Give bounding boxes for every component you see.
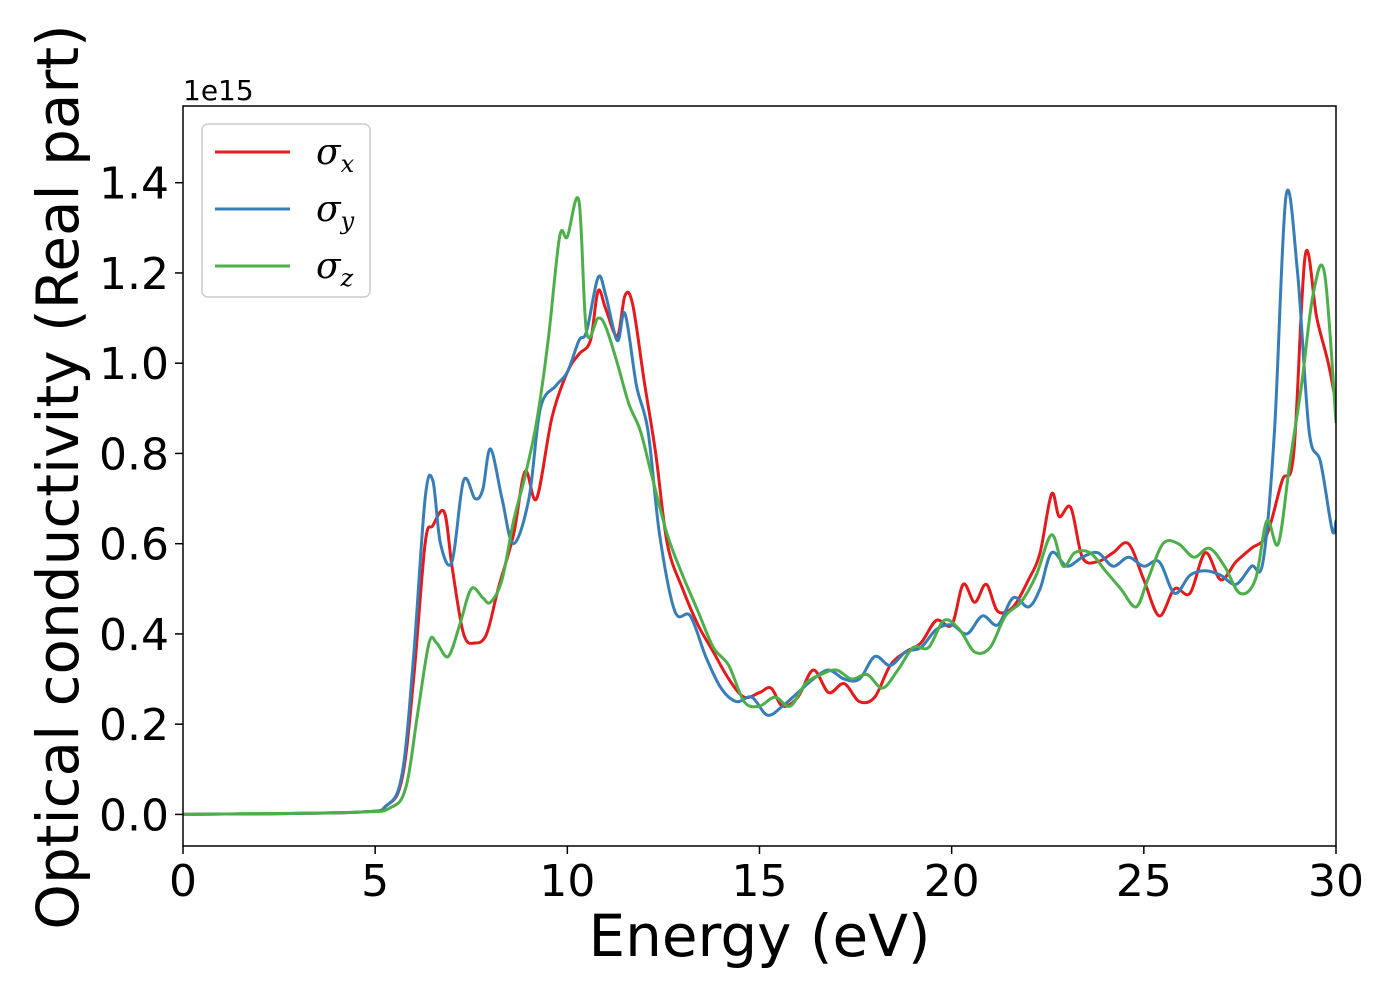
y-axis-label: Optical conductivity (Real part): [24, 24, 92, 929]
x-tick-label: 15: [732, 856, 788, 907]
y-tick-label: 0.2: [99, 700, 169, 751]
x-tick-label: 10: [539, 856, 595, 907]
x-tick-label: 0: [169, 856, 197, 907]
legend: σx σy σz: [201, 123, 371, 298]
x-tick-label: 20: [924, 856, 980, 907]
y-tick-label: 0.8: [99, 429, 169, 480]
legend-label-sigma-z: σz: [316, 246, 354, 292]
y-axis: 0.0 0.2 0.4 0.6 0.8 1.0 1.2 1.4: [99, 159, 183, 841]
y-axis-offset-text: 1e15: [183, 74, 254, 107]
series-line-sigma-x: [183, 249, 1336, 816]
x-axis-label: Energy (eV): [588, 902, 930, 970]
y-tick-label: 1.0: [99, 339, 169, 390]
y-tick-label: 1.4: [99, 159, 169, 210]
x-tick-label: 25: [1116, 856, 1172, 907]
legend-label-sigma-x: σx: [316, 132, 355, 178]
x-axis: 0 5 10 15 20 25 30: [169, 846, 1364, 907]
y-tick-label: 0.4: [99, 610, 169, 661]
y-tick-label: 1.2: [99, 249, 169, 300]
y-tick-label: 0.6: [99, 520, 169, 571]
series-line-sigma-z: [183, 196, 1336, 816]
legend-label-sigma-y: σy: [316, 189, 355, 235]
x-tick-label: 5: [361, 856, 389, 907]
x-tick-label: 30: [1308, 856, 1364, 907]
series-layer: [183, 188, 1336, 816]
y-tick-label: 0.0: [99, 790, 169, 841]
